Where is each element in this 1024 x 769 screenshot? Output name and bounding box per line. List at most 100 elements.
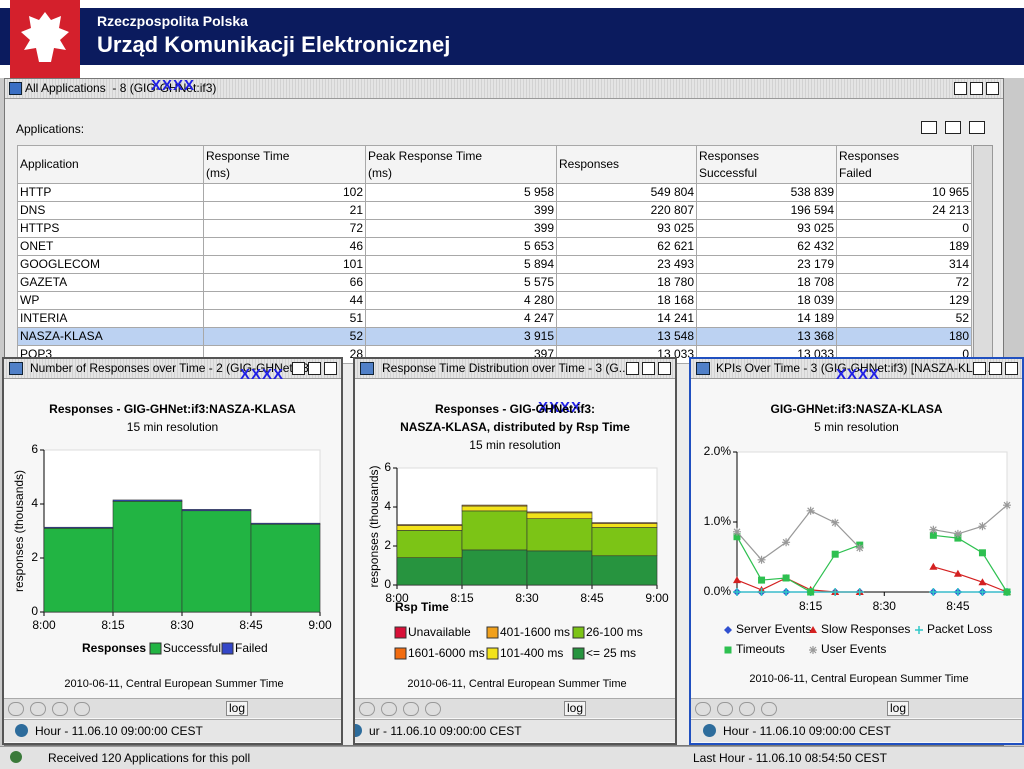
table-row[interactable]: HTTPS 72 399 93 025 93 025 0: [17, 219, 972, 238]
window-title: Response Time Distribution over Time - 3…: [382, 361, 629, 375]
close-button[interactable]: [1005, 362, 1018, 375]
bar-segment: [461, 505, 528, 512]
maximize-button[interactable]: [308, 362, 321, 375]
zoom-button: [403, 702, 419, 716]
table-export-button[interactable]: [969, 121, 985, 134]
close-button[interactable]: [986, 82, 999, 95]
header-line2: Urząd Komunikacji Elektronicznej: [97, 32, 451, 57]
table-row[interactable]: GOOGLECOM 101 5 894 23 493 23 179 314: [17, 255, 972, 274]
table-cell: 72: [203, 219, 366, 238]
table-cell: 101: [203, 255, 366, 274]
legend-swatch: [572, 647, 585, 660]
legend-swatch: [394, 626, 407, 639]
log-button[interactable]: log: [887, 701, 910, 716]
bar-segment: [526, 518, 593, 552]
restore-button[interactable]: [292, 362, 305, 375]
chart-footer: 2010-06-11, Central European Summer Time: [749, 673, 968, 685]
series-line: [736, 534, 1008, 593]
y-tick-label: 1.0%: [704, 514, 732, 528]
table-scrollbar[interactable]: [973, 145, 993, 367]
bar-segment: [591, 555, 658, 586]
table-row[interactable]: GAZETA 66 5 575 18 780 18 708 72: [17, 273, 972, 292]
title-bar: KPIs Over Time - 3 (GIG-GHNet:if3) [NASZ…: [691, 359, 1022, 379]
marker: [782, 574, 790, 582]
log-button[interactable]: log: [226, 701, 249, 716]
marker: [978, 588, 987, 596]
marker: [782, 588, 791, 596]
chart-status-bar: Hour - 11.06.10 09:00:00 CEST: [691, 719, 1022, 742]
x-tick-label: 8:00: [32, 618, 56, 632]
close-button[interactable]: [658, 362, 671, 375]
bar-segment: [396, 524, 463, 526]
chart-window: Response Time Distribution over Time - 3…: [353, 357, 677, 745]
zoom-button: [74, 702, 90, 716]
maximize-button[interactable]: [970, 82, 983, 95]
table-cell: 5 575: [365, 273, 557, 292]
bar-segment: [461, 549, 528, 586]
status-icon: [10, 751, 22, 763]
chart-subtitle: 15 min resolution: [469, 438, 561, 452]
y-tick-label: 2.0%: [704, 444, 732, 458]
table-help-button[interactable]: [945, 121, 961, 134]
chart-toolbar: log: [355, 698, 675, 718]
chart-status: Hour - 11.06.10 09:00:00 CEST: [35, 724, 203, 738]
x-tick-label: 9:00: [308, 618, 332, 632]
window-icon: [696, 362, 710, 375]
table-cell: 93 025: [556, 219, 697, 238]
table-view-button[interactable]: [921, 121, 937, 134]
legend-label: Unavailable: [408, 625, 471, 639]
restore-button[interactable]: [954, 82, 967, 95]
chart-status-bar: Hour - 11.06.10 09:00:00 CEST: [4, 719, 341, 742]
table-row[interactable]: DNS 21 399 220 807 196 594 24 213: [17, 201, 972, 220]
x-tick-label: 8:15: [799, 599, 823, 613]
table-cell: 5 958: [365, 183, 557, 202]
chart-subtitle: 5 min resolution: [814, 420, 899, 434]
maximize-button[interactable]: [642, 362, 655, 375]
restore-button[interactable]: [626, 362, 639, 375]
table-row[interactable]: INTERIA 51 4 247 14 241 14 189 52: [17, 309, 972, 328]
x-tick-label: 8:45: [239, 618, 263, 632]
chart-title: Responses - GIG-GHNet:if3: NASZA-KLASA, …: [400, 402, 630, 434]
marker: [929, 531, 937, 539]
marker: [809, 626, 817, 633]
table-cell: 102: [203, 183, 366, 202]
table-row[interactable]: ONET 46 5 653 62 621 62 432 189: [17, 237, 972, 256]
y-tick-label: 2: [384, 538, 391, 552]
section-label: Applications:: [16, 122, 85, 136]
table-row[interactable]: HTTP 102 5 958 549 804 538 839 10 965: [17, 183, 972, 202]
marker: [978, 549, 986, 557]
table-cell: 4 247: [365, 309, 557, 328]
marker: [953, 569, 962, 577]
zoom-button: [381, 702, 397, 716]
close-button[interactable]: [324, 362, 337, 375]
x-tick-label: 8:45: [946, 599, 970, 613]
marker: [915, 626, 923, 634]
table-cell: 5 894: [365, 255, 557, 274]
legend-swatch: [486, 626, 499, 639]
table-cell: 0: [836, 219, 972, 238]
table-cell: DNS: [17, 201, 204, 220]
table-cell: 13 368: [696, 327, 837, 346]
table-row[interactable]: NASZA-KLASA 52 3 915 13 548 13 368 180: [17, 327, 972, 346]
table-cell: 46: [203, 237, 366, 256]
maximize-button[interactable]: [989, 362, 1002, 375]
bar-segment: [112, 499, 183, 502]
table-row[interactable]: WP 44 4 280 18 168 18 039 129: [17, 291, 972, 310]
marker: [733, 533, 741, 541]
legend-swatch: [572, 626, 585, 639]
x-tick-label: 8:30: [515, 591, 539, 605]
y-tick-label: 6: [384, 460, 391, 474]
legend-label: 401-1600 ms: [500, 625, 570, 639]
restore-button[interactable]: [973, 362, 986, 375]
table-cell: 399: [365, 219, 557, 238]
x-tick-label: 8:15: [101, 618, 125, 632]
x-tick-label: 8:00: [385, 591, 409, 605]
legend-swatch: [221, 642, 234, 655]
status-message: Received 120 Applications for this poll: [48, 751, 251, 765]
log-button[interactable]: log: [564, 701, 587, 716]
table-cell: GOOGLECOM: [17, 255, 204, 274]
x-tick-label: 8:30: [170, 618, 194, 632]
status-time: Last Hour - 11.06.10 08:54:50 CEST: [693, 751, 887, 765]
y-tick-label: 0: [384, 577, 391, 591]
